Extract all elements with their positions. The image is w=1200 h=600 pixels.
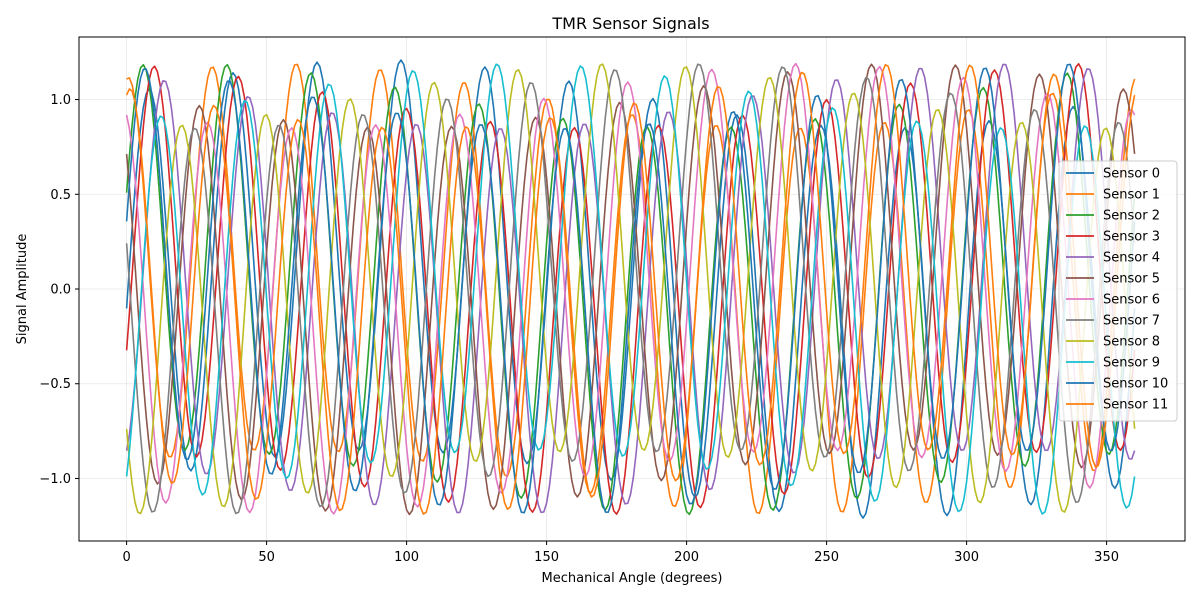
plot-lines (125, 59, 1136, 519)
series-line-sensor-3 (125, 63, 1136, 515)
y-axis: −1.0 −0.5 0.0 0.5 1.0 (39, 93, 79, 487)
x-tick-label: 250 (814, 550, 839, 565)
x-tick-label: 50 (258, 550, 275, 565)
y-axis-label: Signal Amplitude (15, 234, 30, 345)
x-tick-label: 0 (122, 550, 130, 565)
legend-label: Sensor 10 (1103, 377, 1168, 392)
legend-label: Sensor 5 (1103, 272, 1160, 287)
x-tick-label: 150 (534, 550, 559, 565)
x-tick-label: 300 (954, 550, 979, 565)
y-tick-label: 0.0 (50, 283, 71, 298)
legend-label: Sensor 7 (1103, 314, 1160, 329)
y-tick-label: −1.0 (39, 472, 71, 487)
x-tick-label: 200 (674, 550, 699, 565)
series-line-sensor-6 (125, 62, 1136, 515)
x-axis: 0 50 100 150 200 250 300 350 (122, 541, 1119, 565)
legend-label: Sensor 0 (1103, 167, 1160, 182)
x-tick-label: 350 (1094, 550, 1119, 565)
series-line-sensor-4 (125, 63, 1136, 514)
series-line-sensor-5 (125, 63, 1136, 516)
series-line-sensor-8 (125, 63, 1136, 515)
legend-label: Sensor 4 (1103, 251, 1160, 266)
legend-box (1058, 160, 1178, 422)
legend-label: Sensor 2 (1103, 209, 1160, 224)
x-axis-label: Mechanical Angle (degrees) (542, 571, 723, 586)
y-tick-label: 1.0 (50, 93, 71, 108)
legend-label: Sensor 9 (1103, 356, 1160, 371)
chart-title: TMR Sensor Signals (551, 14, 709, 33)
legend-label: Sensor 1 (1103, 188, 1160, 203)
series-line-sensor-1 (126, 63, 1136, 515)
legend-label: Sensor 11 (1103, 398, 1168, 413)
legend-label: Sensor 6 (1103, 293, 1160, 308)
series-line-sensor-9 (125, 63, 1136, 515)
series-line-sensor-10 (125, 63, 1136, 514)
legend: Sensor 0 Sensor 1 Sensor 2 Sensor 3 Sensor 4… (1058, 160, 1178, 422)
x-tick-label: 100 (394, 550, 419, 565)
y-tick-label: 0.5 (50, 188, 71, 203)
y-tick-label: −0.5 (39, 377, 71, 392)
legend-label: Sensor 8 (1103, 335, 1160, 350)
legend-label: Sensor 3 (1103, 230, 1160, 245)
series-line-sensor-11 (125, 63, 1136, 515)
series-line-sensor-0 (125, 59, 1136, 519)
